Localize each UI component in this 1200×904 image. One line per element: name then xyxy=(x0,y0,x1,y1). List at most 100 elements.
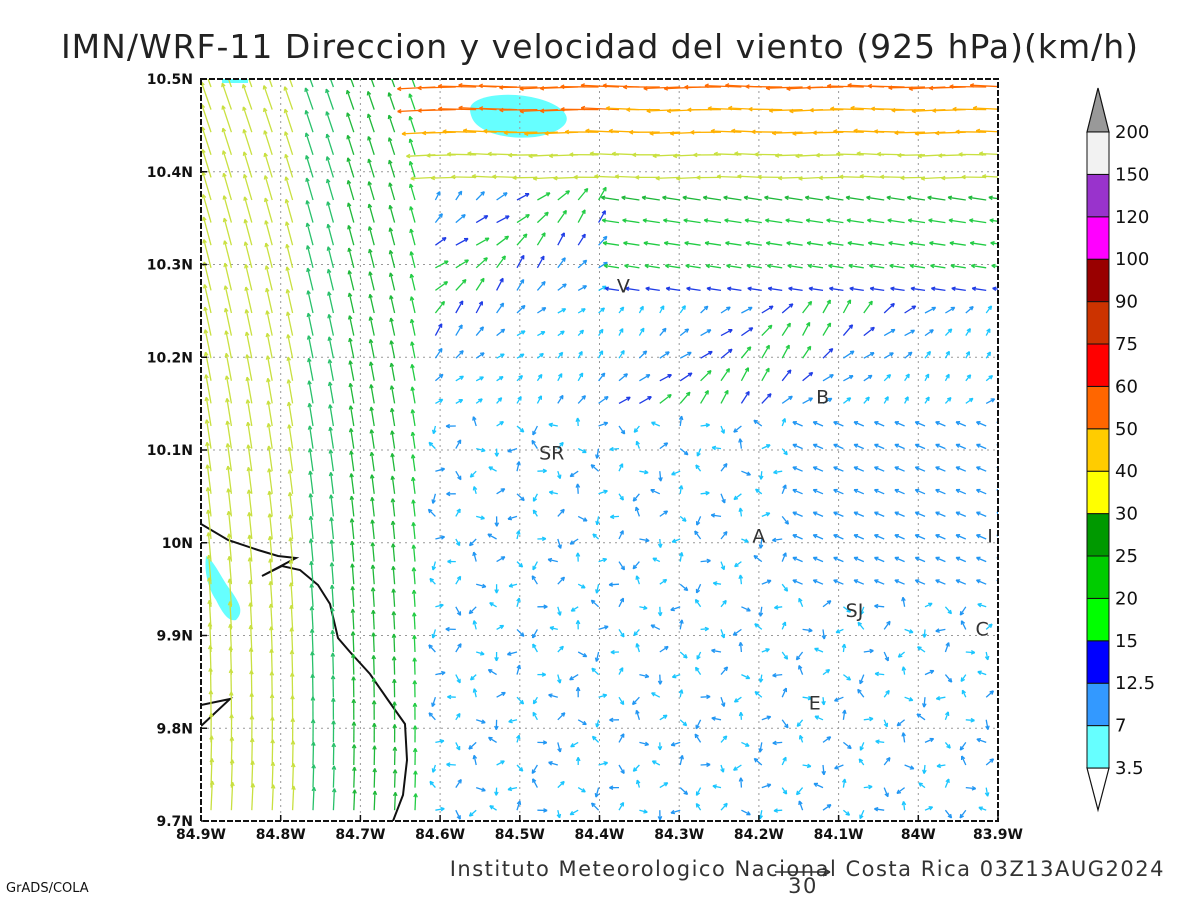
colorbar-label: 15 xyxy=(1115,631,1138,652)
x-tick-label: 84.7W xyxy=(335,827,385,843)
colorbar-segment xyxy=(1087,598,1109,640)
wind-vector-shaft xyxy=(292,650,293,674)
wind-vector-head xyxy=(305,65,308,69)
wind-vector-shaft xyxy=(374,768,375,787)
colorbar-segment xyxy=(1087,683,1109,725)
wind-vector-shaft xyxy=(956,132,986,133)
x-tick-label: 84.3W xyxy=(654,827,704,843)
wind-vector-shaft xyxy=(504,132,537,133)
x-tick-label: 84.8W xyxy=(256,827,306,843)
place-label: I xyxy=(987,526,993,548)
colorbar-segment xyxy=(1087,726,1109,768)
wind-vector-shaft xyxy=(312,652,313,675)
place-label: E xyxy=(809,693,821,715)
y-tick-label: 9.9N xyxy=(156,629,193,645)
wind-vector-head xyxy=(1005,734,1009,738)
colorbar-label: 20 xyxy=(1115,588,1138,609)
colorbar-label: 120 xyxy=(1115,207,1149,228)
y-tick-label: 10.3N xyxy=(147,258,193,274)
wind-vector-head xyxy=(388,70,391,74)
place-label: V xyxy=(617,275,630,297)
wind-vector-head xyxy=(367,69,370,73)
y-tick-label: 10.2N xyxy=(147,350,193,366)
wind-vector-shaft xyxy=(293,741,294,765)
wind-vector-head xyxy=(1005,599,1009,603)
wind-vector-head xyxy=(1007,306,1010,310)
wind-vector xyxy=(1007,306,1011,313)
x-tick-label: 84.6W xyxy=(415,827,465,843)
wind-vector-shaft xyxy=(354,790,355,810)
colorbar-label: 25 xyxy=(1115,546,1138,567)
colorbar-segment xyxy=(1087,641,1109,683)
y-tick-label: 10.1N xyxy=(147,443,193,459)
wind-vector-shaft xyxy=(1007,734,1008,743)
colorbar-segment xyxy=(1087,259,1109,301)
wind-vector xyxy=(1005,599,1009,607)
wind-vector-head xyxy=(347,68,350,72)
y-tick-label: 10.5N xyxy=(147,72,193,88)
colorbar-segment xyxy=(1087,514,1109,556)
wind-vector-shaft xyxy=(810,110,843,111)
wind-vector xyxy=(1005,801,1008,810)
wind-vector xyxy=(1007,697,1015,702)
wind-vector-head xyxy=(1010,631,1014,634)
place-label: A xyxy=(752,526,765,548)
wind-vector-shaft xyxy=(1007,353,1013,359)
y-tick-label: 9.7N xyxy=(156,814,193,830)
wind-vector-shaft xyxy=(395,770,396,788)
x-tick-label: 84.1W xyxy=(814,827,864,843)
wind-vector-shaft xyxy=(415,658,416,675)
wind-vector-shaft xyxy=(293,763,294,787)
x-tick-label: 83.9W xyxy=(973,827,1023,843)
wind-vector-shaft xyxy=(999,788,1007,792)
wind-vector-shaft xyxy=(500,110,538,111)
wind-vector xyxy=(998,652,1007,656)
wind-vector-shaft xyxy=(1007,329,1011,335)
colorbar-label: 60 xyxy=(1115,376,1138,397)
wind-vector-shaft xyxy=(312,629,313,652)
wind-vector-shaft xyxy=(1007,665,1008,675)
grads-credit: GrADS/COLA xyxy=(6,881,89,896)
wind-vector xyxy=(999,788,1007,792)
colorbar-label: 50 xyxy=(1115,419,1138,440)
wind-vector-head xyxy=(1012,398,1016,401)
place-label: SR xyxy=(539,442,564,464)
y-tick-label: 10.4N xyxy=(147,165,193,181)
colorbar-min-triangle xyxy=(1087,768,1109,810)
wind-vector-head xyxy=(1010,376,1014,379)
wind-vector-shaft xyxy=(892,110,925,111)
y-tick-label: 9.8N xyxy=(156,721,193,737)
wind-vector xyxy=(1007,398,1016,403)
colorbar-label: 40 xyxy=(1115,461,1138,482)
place-label: SJ xyxy=(846,600,864,622)
wind-vector-shaft xyxy=(354,767,355,788)
wind-vector-shaft xyxy=(499,87,537,88)
wind-vector xyxy=(1005,665,1009,675)
x-tick-label: 84.5W xyxy=(495,827,545,843)
wind-vector-shaft xyxy=(353,654,354,675)
wind-vector-head xyxy=(1005,665,1009,669)
wind-vector xyxy=(1007,629,1015,634)
wind-vector xyxy=(993,287,1007,290)
wind-vector-shaft xyxy=(950,87,987,88)
wind-vector-head xyxy=(1005,801,1008,805)
colorbar-label: 90 xyxy=(1115,292,1138,313)
colorbar-label: 30 xyxy=(1115,504,1138,525)
reference-vector-label: 30 xyxy=(788,874,818,898)
reference-vector: 30 xyxy=(775,868,830,898)
wind-vector-shaft xyxy=(998,652,1007,656)
wind-vector-shaft xyxy=(333,766,334,788)
x-tick-label: 84.4W xyxy=(575,827,625,843)
colorbar-segment xyxy=(1087,174,1109,216)
wind-vector-shaft xyxy=(374,791,375,810)
wind-vector-head xyxy=(1008,353,1012,357)
wind-vector xyxy=(1007,353,1013,359)
colorbar-label: 100 xyxy=(1115,249,1149,270)
wind-vector xyxy=(998,720,1006,724)
map-title: IMN/WRF-11 Direccion y velocidad del vie… xyxy=(61,27,1139,66)
colorbar-segment xyxy=(1087,556,1109,598)
wind-vector-shaft xyxy=(333,630,334,652)
colorbar-segment xyxy=(1087,429,1109,471)
